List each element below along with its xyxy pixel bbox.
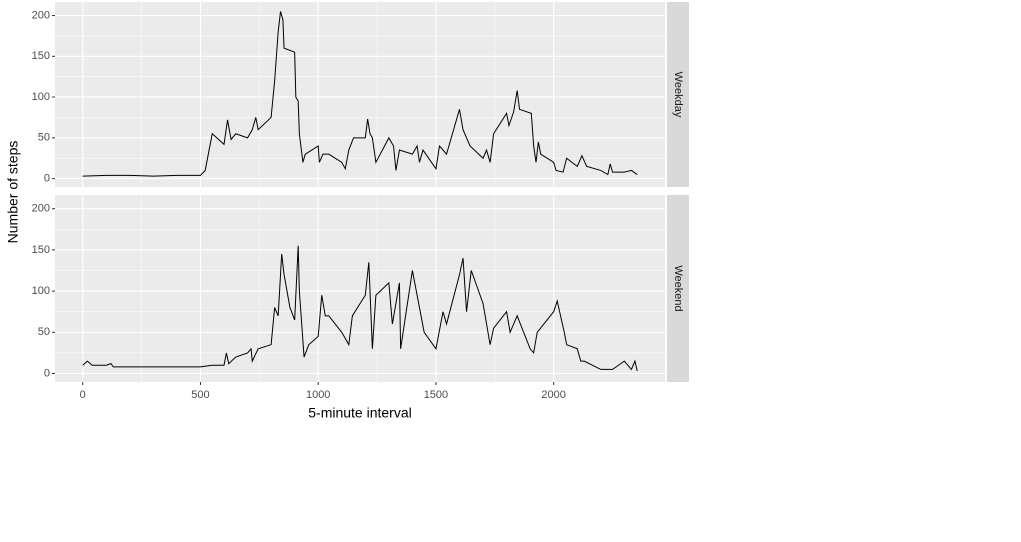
y-tick-label: 200: [32, 203, 50, 215]
y-tick-label: 100: [32, 285, 50, 297]
x-tick-label: 2000: [541, 389, 565, 401]
x-tick-label: 1000: [306, 389, 330, 401]
y-tick-label: 50: [38, 132, 50, 144]
y-axis-title: Number of steps: [5, 141, 21, 244]
facet-label: Weekday: [672, 72, 684, 118]
panel-background: [55, 195, 665, 382]
series-line: [82, 11, 638, 177]
y-tick-label: 150: [32, 244, 50, 256]
y-tick-label: 150: [32, 50, 50, 62]
x-tick-label: 500: [191, 389, 209, 401]
x-axis-title: 5-minute interval: [308, 405, 412, 421]
series-line: [82, 245, 638, 372]
facet-strip: [667, 195, 689, 382]
y-tick-label: 50: [38, 326, 50, 338]
y-tick-label: 0: [44, 173, 50, 185]
y-tick-label: 100: [32, 91, 50, 103]
facet-strip: [667, 2, 689, 187]
y-tick-label: 0: [44, 367, 50, 379]
facet-label: Weekend: [672, 265, 684, 311]
x-tick-label: 0: [80, 389, 86, 401]
y-tick-label: 200: [32, 9, 50, 21]
panel-background: [55, 2, 665, 187]
x-tick-label: 1500: [424, 389, 448, 401]
